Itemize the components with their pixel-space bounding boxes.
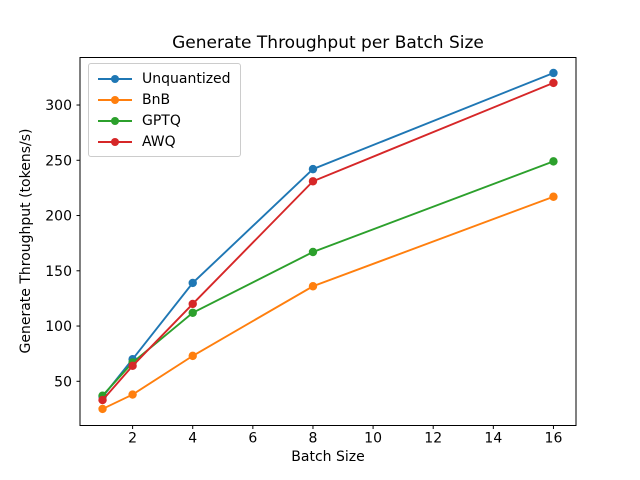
svg-text:4: 4 [188,431,197,447]
legend-label: GPTQ [142,112,181,129]
line-marker-icon [98,74,132,84]
axes-frame [79,57,577,426]
svg-text:300: 300 [45,98,72,114]
legend-entry: GPTQ [98,112,231,129]
svg-text:250: 250 [45,153,72,169]
series-awq [98,78,558,405]
svg-text:14: 14 [484,431,502,447]
legend-label: BnB [142,91,171,108]
line-marker-icon [98,95,132,105]
line-marker-icon [98,137,132,147]
legend-entry: AWQ [98,133,231,150]
svg-text:150: 150 [45,264,72,280]
svg-text:6: 6 [248,431,257,447]
svg-text:8: 8 [309,431,318,447]
svg-text:2: 2 [128,431,137,447]
series-gptq [98,157,558,400]
svg-text:100: 100 [45,319,72,335]
legend-label: Unquantized [142,70,231,87]
legend-entry: BnB [98,91,231,108]
x-axis-ticks: 2 4 6 8 10 12 14 16 [128,425,563,447]
series-unquantized [98,68,558,401]
svg-text:12: 12 [424,431,442,447]
svg-text:50: 50 [54,374,72,390]
line-marker-icon [98,116,132,126]
legend-entry: Unquantized [98,70,231,87]
svg-text:10: 10 [364,431,382,447]
y-axis-label: Generate Throughput (tokens/s) [18,128,34,354]
y-axis-ticks: 50 100 150 200 250 300 [45,98,80,390]
x-axis-label: Batch Size [291,449,365,465]
chart-title: Generate Throughput per Batch Size [172,33,484,53]
legend: Unquantized BnB GPTQ AWQ [88,63,241,157]
legend-label: AWQ [142,133,176,150]
svg-text:16: 16 [545,431,563,447]
svg-text:200: 200 [45,209,72,225]
series-bnb [98,192,558,414]
